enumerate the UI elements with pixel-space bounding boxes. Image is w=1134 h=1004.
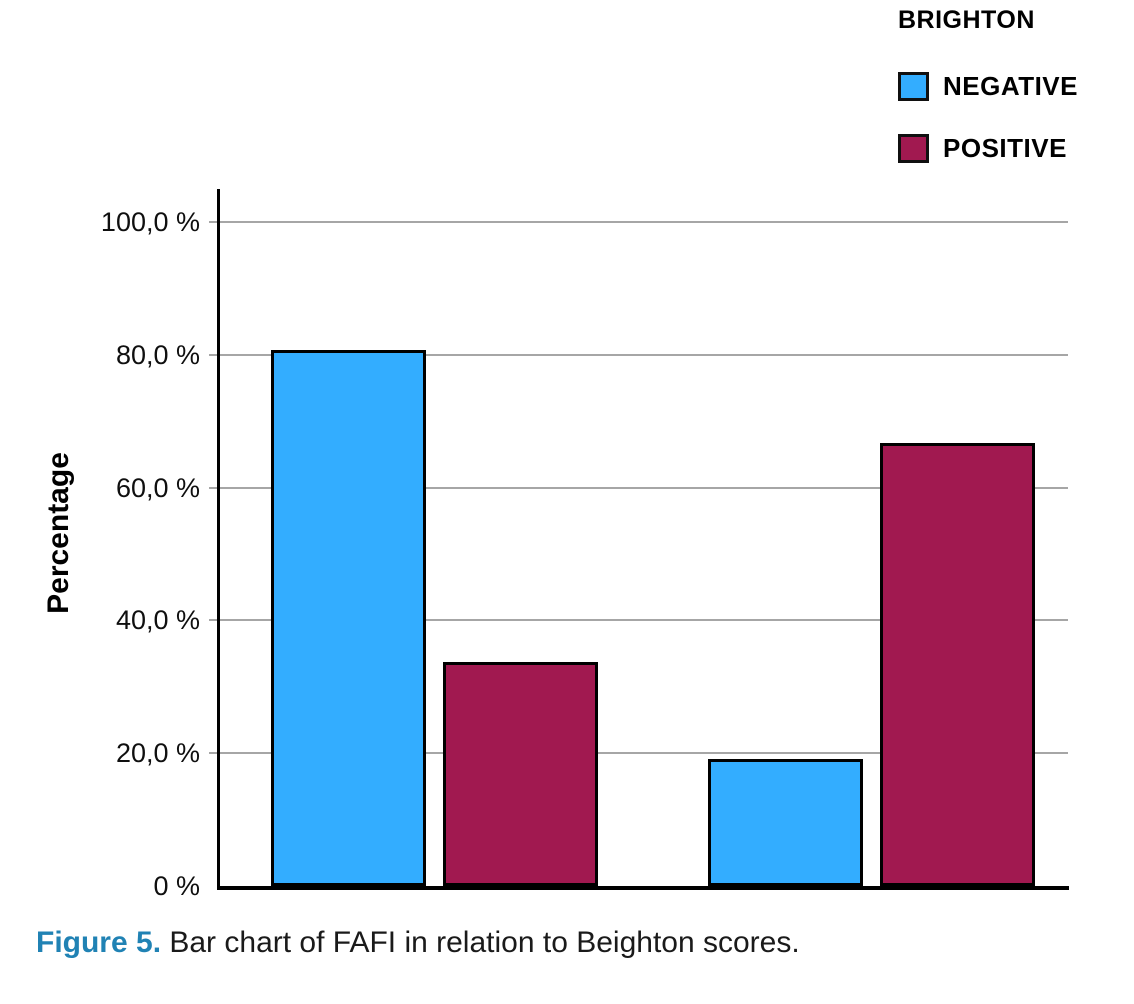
y-tick-60 [209, 486, 219, 489]
bar-negative-group-1 [271, 350, 426, 886]
y-axis-line [217, 189, 220, 890]
legend-swatch-positive [898, 133, 929, 163]
legend-item-negative: NEGATIVE [898, 71, 1078, 101]
gridline-80 [219, 353, 1068, 356]
y-axis-title: Percentage [42, 452, 75, 614]
y-tick-label-60: 60,0 % [115, 472, 200, 503]
legend-label-negative: NEGATIVE [943, 71, 1078, 101]
y-tick-label-0: 0 % [153, 871, 200, 901]
y-tick-100 [209, 221, 219, 223]
gridline-40 [219, 619, 1068, 622]
gridline-60 [219, 486, 1068, 489]
caption-text: Bar chart of FAFI in relation to Beighto… [161, 926, 800, 959]
figure-caption: Figure 5. Bar chart of FAFI in relation … [36, 923, 800, 963]
y-tick-40 [209, 619, 219, 622]
legend-swatch-negative [898, 71, 929, 101]
y-tick-label-40: 40,0 % [115, 605, 200, 636]
y-tick-label-100: 100,0 % [100, 207, 200, 237]
y-tick-label-20: 20,0 % [115, 738, 200, 769]
y-tick-20 [209, 752, 219, 755]
y-tick-label-80: 80,0 % [115, 339, 200, 370]
legend-label-positive: POSITIVE [943, 133, 1067, 163]
bar-positive-group-1 [443, 662, 598, 886]
legend-title: BRIGHTON [898, 6, 1035, 34]
legend-item-positive: POSITIVE [898, 133, 1067, 163]
gridline-20 [219, 752, 1068, 755]
bar-negative-group-2 [708, 758, 863, 886]
bar-positive-group-2 [880, 443, 1035, 886]
gridline-100 [219, 221, 1068, 223]
x-axis-line [217, 886, 1069, 890]
caption-label: Figure 5. [36, 926, 162, 959]
y-tick-80 [209, 353, 219, 356]
